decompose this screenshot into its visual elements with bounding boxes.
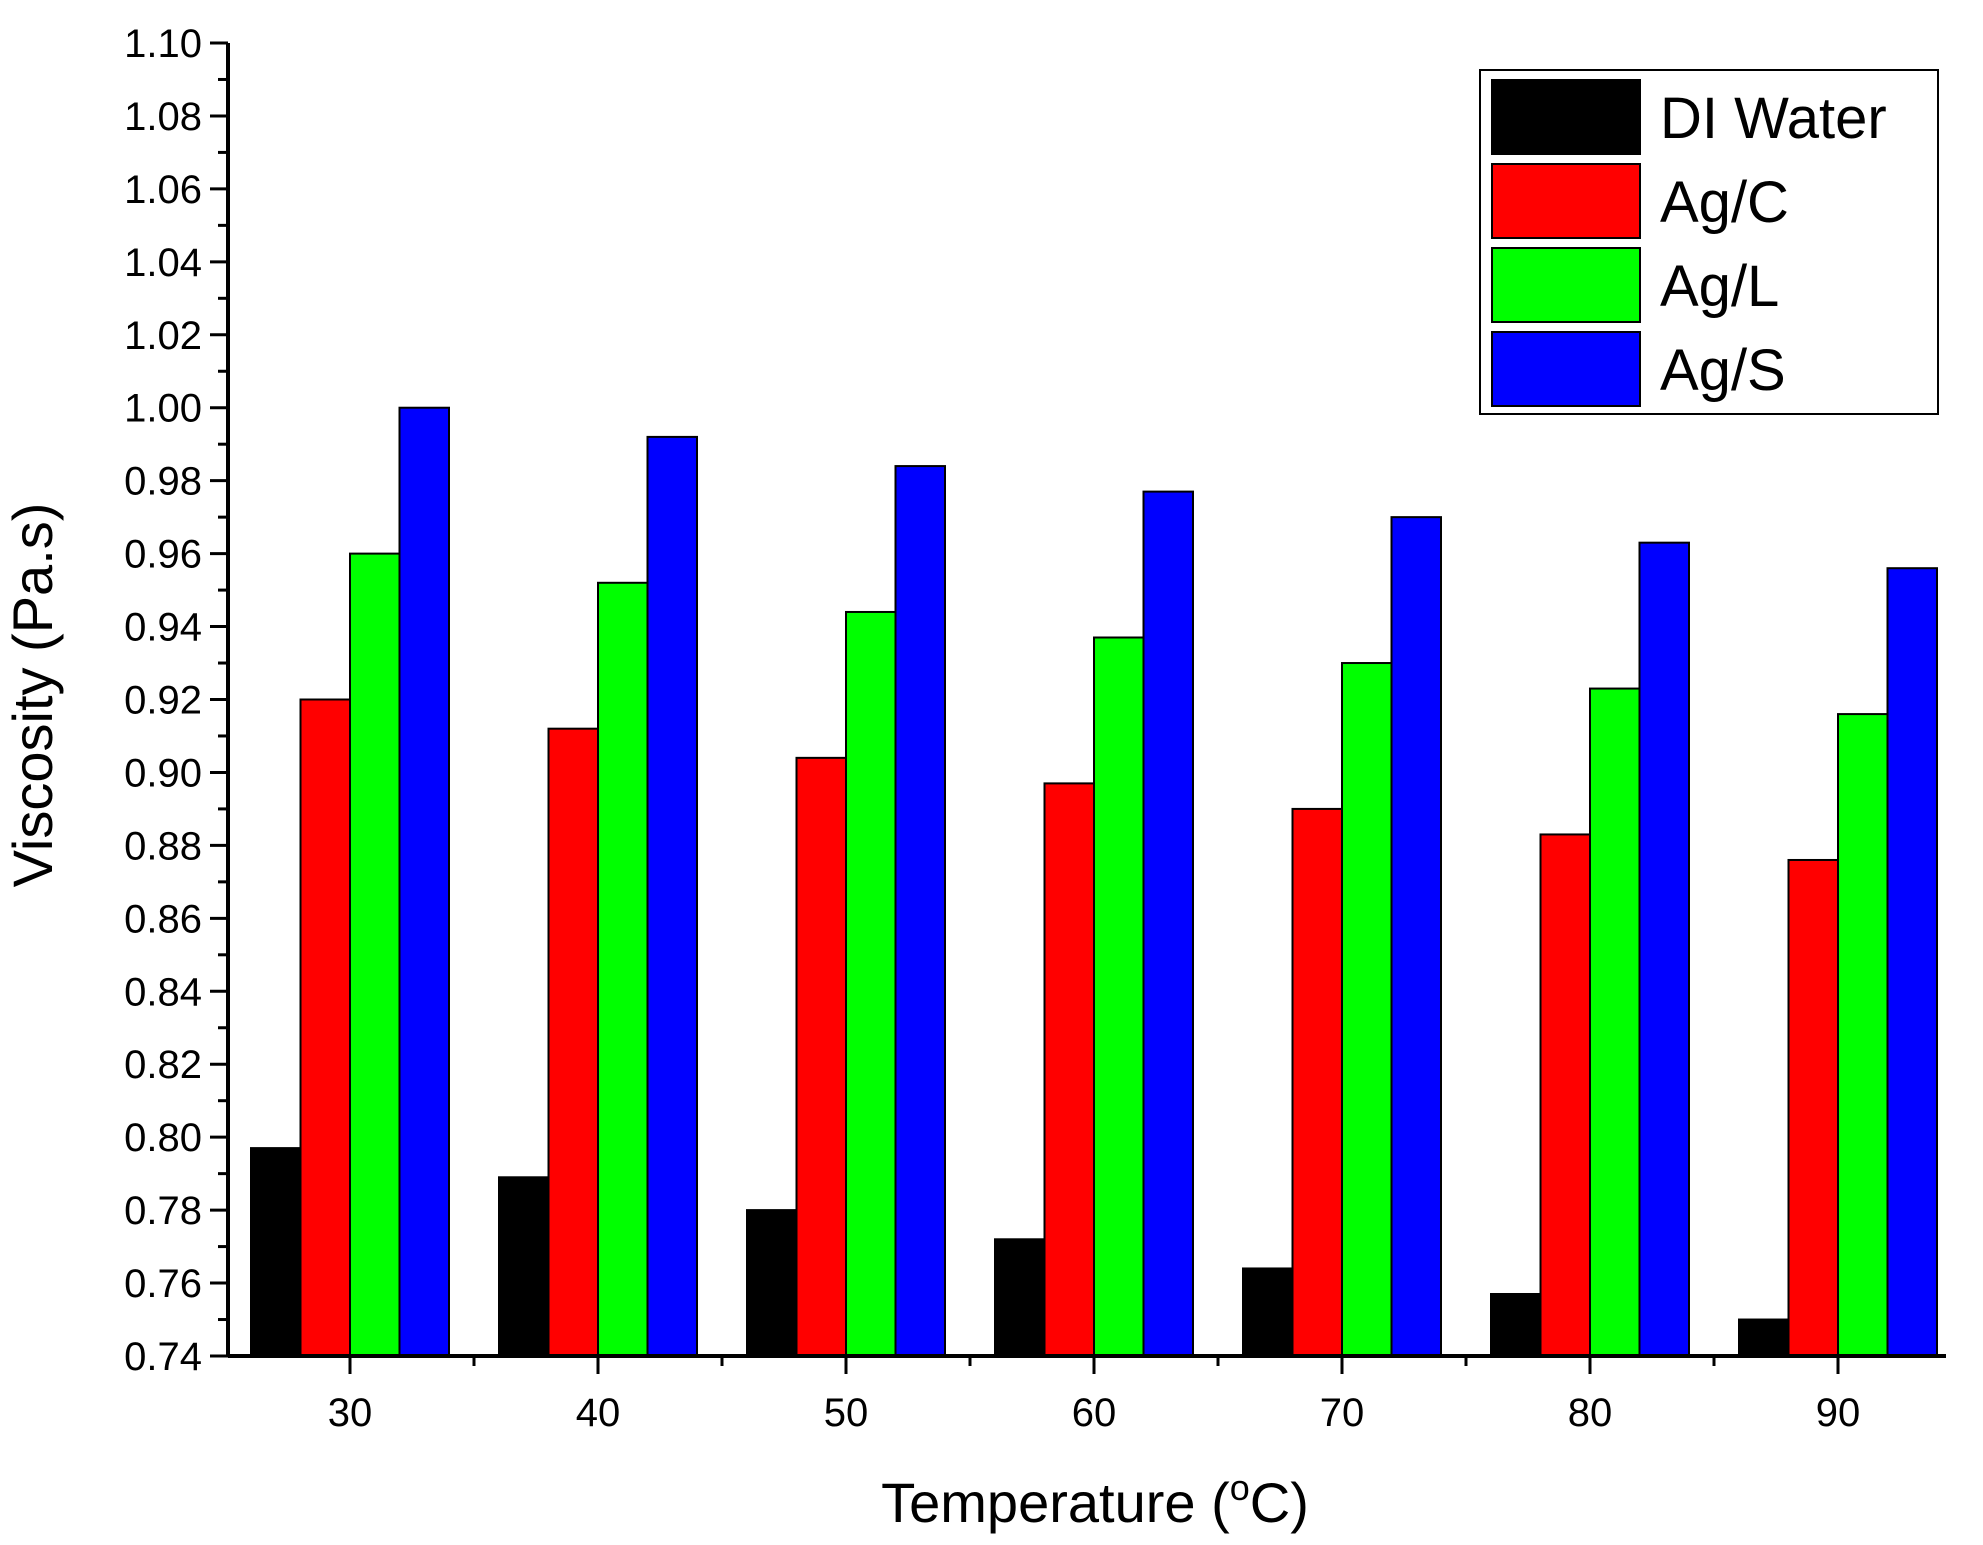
x-axis-title: Temperature (oC): [881, 1467, 1309, 1534]
bar-ag-l-90: [1837, 713, 1889, 1357]
bar-ag-s-30: [398, 406, 450, 1357]
bar-ag-c-80: [1539, 833, 1591, 1357]
x-tick-label-90: 90: [1816, 1391, 1861, 1435]
bar-ag-c-50: [795, 756, 847, 1357]
y-tick-label: 0.94: [124, 606, 202, 650]
x-axis-title-superscript: o: [1230, 1467, 1250, 1508]
y-tick-label: 0.82: [124, 1043, 202, 1087]
y-tick-label: 1.10: [124, 22, 202, 66]
y-axis-title: Viscosity (Pa.s): [1, 503, 64, 888]
bar-di-water-30: [250, 1147, 302, 1357]
y-tick-label: 0.80: [124, 1116, 202, 1160]
y-tick-label: 0.88: [124, 824, 202, 868]
legend-swatch-di-water: [1491, 79, 1641, 155]
bar-ag-l-70: [1341, 662, 1393, 1357]
y-tick-label: 0.74: [124, 1335, 202, 1379]
bar-ag-l-50: [845, 610, 897, 1357]
x-tick-label-60: 60: [1072, 1391, 1117, 1435]
x-tick-label-40: 40: [576, 1391, 621, 1435]
y-tick-label: 0.98: [124, 460, 202, 504]
bar-ag-c-90: [1787, 858, 1839, 1357]
y-tick-label: 1.04: [124, 241, 202, 285]
y-tick-label: 0.86: [124, 897, 202, 941]
bar-di-water-90: [1738, 1318, 1790, 1358]
y-tick-label: 1.02: [124, 314, 202, 358]
y-tick-label: 0.78: [124, 1189, 202, 1233]
bar-di-water-50: [746, 1209, 798, 1357]
y-tick-label: 0.90: [124, 751, 202, 795]
bar-di-water-70: [1242, 1267, 1294, 1358]
bar-ag-s-40: [646, 435, 698, 1357]
y-tick-label: 1.06: [124, 168, 202, 212]
y-tick-label: 0.84: [124, 970, 202, 1014]
y-tick-label: 1.00: [124, 387, 202, 431]
ticks-layer: 0.74 0.76 0.78 0.80 0.82 0.84 0.86 0.88 0.90 0.92…: [124, 22, 1860, 1435]
bar-ag-s-80: [1638, 541, 1690, 1357]
bar-ag-l-80: [1589, 687, 1641, 1357]
bar-ag-s-90: [1886, 567, 1938, 1357]
legend-label-di-water: DI Water: [1660, 86, 1887, 151]
x-axis-title-tail: C): [1250, 1471, 1309, 1534]
x-tick-label-80: 80: [1568, 1391, 1613, 1435]
legend-label-ag-l: Ag/L: [1660, 254, 1779, 319]
bar-di-water-80: [1490, 1292, 1542, 1357]
y-tick-label: 0.92: [124, 679, 202, 723]
x-tick-label-30: 30: [328, 1391, 373, 1435]
bar-ag-l-60: [1093, 636, 1145, 1357]
legend: DI Water Ag/C Ag/L Ag/S: [1479, 69, 1939, 415]
bar-ag-c-70: [1291, 807, 1343, 1357]
y-tick-label: 1.08: [124, 95, 202, 139]
legend-swatch-ag-c: [1491, 163, 1641, 239]
bar-ag-c-60: [1043, 782, 1095, 1357]
legend-swatch-ag-s: [1491, 331, 1641, 407]
bar-ag-l-40: [597, 581, 649, 1357]
legend-label-ag-s: Ag/S: [1660, 338, 1786, 403]
y-tick-label: 0.76: [124, 1262, 202, 1306]
bar-di-water-40: [498, 1176, 550, 1358]
legend-label-ag-c: Ag/C: [1660, 170, 1789, 235]
x-axis-title-main: Temperature (: [881, 1471, 1230, 1534]
x-tick-label-50: 50: [824, 1391, 869, 1435]
legend-swatch-ag-l: [1491, 247, 1641, 323]
y-tick-label: 0.96: [124, 533, 202, 577]
bars-layer: [250, 406, 1938, 1358]
bar-ag-s-70: [1390, 516, 1442, 1357]
x-tick-label-70: 70: [1320, 1391, 1365, 1435]
bar-ag-c-40: [547, 727, 599, 1357]
bar-ag-l-30: [349, 552, 401, 1357]
bar-ag-s-50: [894, 465, 946, 1358]
bar-ag-s-60: [1142, 490, 1194, 1357]
bar-di-water-60: [994, 1238, 1046, 1358]
bar-ag-c-30: [299, 698, 351, 1357]
